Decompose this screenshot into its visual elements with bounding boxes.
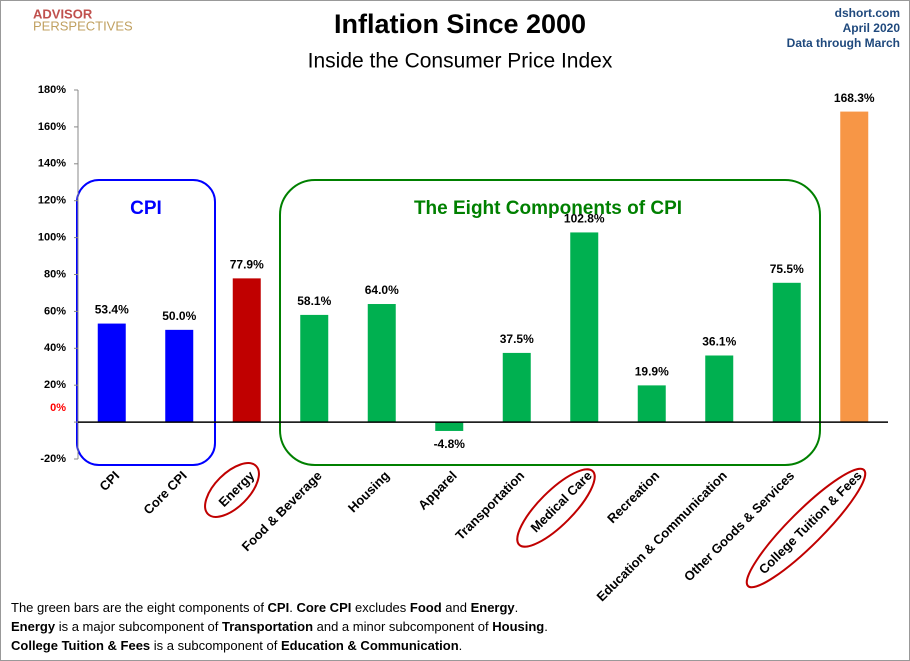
footnote-run: is a subcomponent of xyxy=(150,638,281,653)
y-tick-label: 140% xyxy=(38,158,66,170)
footnote-run: Food xyxy=(410,600,442,615)
y-tick-label: 120% xyxy=(38,195,66,207)
source: dshort.com xyxy=(835,6,900,20)
bar xyxy=(435,422,464,431)
value-label: 64.0% xyxy=(365,283,399,297)
bar xyxy=(367,304,396,423)
footnote-line: The green bars are the eight components … xyxy=(11,600,518,615)
y-tick-label: 180% xyxy=(38,84,66,96)
y-tick-label: -20% xyxy=(40,453,66,465)
y-tick-label: 20% xyxy=(44,379,66,391)
value-label: 36.1% xyxy=(702,335,736,349)
footnote-run: and xyxy=(442,600,471,615)
value-label: 75.5% xyxy=(770,262,804,276)
value-label: 37.5% xyxy=(500,332,534,346)
highlight xyxy=(204,462,260,518)
footnote-line: College Tuition & Fees is a subcomponent… xyxy=(11,638,462,653)
value-label: 53.4% xyxy=(95,303,129,317)
bar xyxy=(637,385,666,423)
bar xyxy=(705,355,734,423)
logo: ADVISOR xyxy=(33,6,93,21)
y-tick-label: 100% xyxy=(38,232,66,244)
cpi-box xyxy=(76,179,216,466)
footnote-run: Energy xyxy=(11,619,56,634)
y-tick-label: 160% xyxy=(38,121,66,133)
footnote-run: Housing xyxy=(492,619,544,634)
source: April 2020 xyxy=(843,21,901,35)
footnote-run: Transportation xyxy=(222,619,313,634)
footnote-run: . xyxy=(289,600,296,615)
value-label: 77.9% xyxy=(230,258,264,272)
bar xyxy=(502,352,531,423)
footnote-run: . xyxy=(515,600,519,615)
bar xyxy=(97,323,126,423)
chart-title: Inflation Since 2000 xyxy=(334,9,586,39)
value-label: -4.8% xyxy=(434,437,466,451)
source: Data through March xyxy=(787,36,900,50)
highlight xyxy=(745,467,867,589)
y-tick-label: 0% xyxy=(50,402,66,414)
highlight xyxy=(516,468,596,548)
footnote-run: Education & Communication xyxy=(281,638,459,653)
footnote-run: and a minor subcomponent of xyxy=(313,619,492,634)
bar xyxy=(232,278,261,423)
value-label: 168.3% xyxy=(834,91,875,105)
footnote-run: Core CPI xyxy=(296,600,351,615)
footnote-run: Energy xyxy=(471,600,516,615)
value-label: 19.9% xyxy=(635,365,669,379)
bar xyxy=(165,329,194,423)
annotation: The Eight Components of CPI xyxy=(414,198,682,219)
footnote-run: College Tuition & Fees xyxy=(11,638,150,653)
footnote-run: The green bars are the eight components … xyxy=(11,600,268,615)
footnote: The green bars are the eight components … xyxy=(11,600,548,653)
annotation: CPI xyxy=(130,198,162,219)
footnote-line: Energy is a major subcomponent of Transp… xyxy=(11,619,548,634)
bar xyxy=(840,111,869,423)
footnote-run: CPI xyxy=(268,600,290,615)
footnote-run: . xyxy=(544,619,548,634)
value-label: 58.1% xyxy=(297,294,331,308)
y-tick-label: 40% xyxy=(44,342,66,354)
bar xyxy=(570,232,599,423)
bar xyxy=(772,282,801,423)
y-tick-label: 80% xyxy=(44,268,66,280)
bar xyxy=(300,314,329,423)
value-label: 50.0% xyxy=(162,309,196,323)
footnote-run: excludes xyxy=(351,600,410,615)
components-box xyxy=(279,179,821,466)
value-label: 102.8% xyxy=(564,212,605,226)
y-tick-label: 60% xyxy=(44,305,66,317)
footnote-run: . xyxy=(459,638,463,653)
footnote-run: is a major subcomponent of xyxy=(55,619,222,634)
logo: PERSPECTIVES xyxy=(33,18,133,33)
chart-subtitle: Inside the Consumer Price Index xyxy=(308,50,613,73)
